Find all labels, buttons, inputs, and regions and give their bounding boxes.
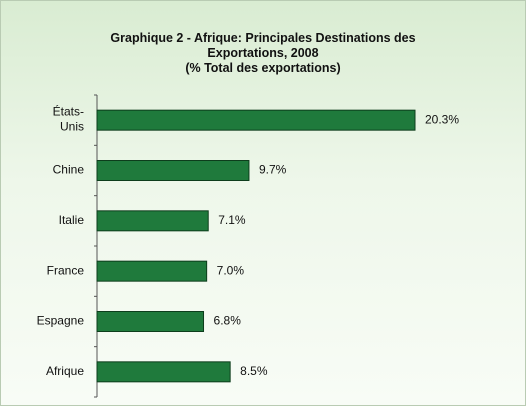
- y-tick-label: Afrique: [46, 364, 84, 378]
- bar: [96, 210, 209, 232]
- value-label: 20.3%: [425, 112, 459, 126]
- value-label: 7.0%: [217, 263, 245, 277]
- bar: [96, 361, 231, 383]
- y-tick-label: Italie: [59, 213, 85, 227]
- value-label: 9.7%: [259, 163, 287, 177]
- bar: [96, 160, 250, 181]
- y-tick-label: France: [47, 263, 85, 277]
- chart-subtitle: (% Total des exportations): [185, 61, 341, 75]
- chart-title: Graphique 2 - Afrique: Principales Desti…: [110, 31, 416, 60]
- value-label: 7.1%: [218, 213, 246, 227]
- bar: [96, 109, 416, 131]
- bar: [96, 311, 205, 332]
- y-tick-label: Chine: [53, 163, 85, 177]
- value-label: 6.8%: [214, 314, 242, 328]
- value-label: 8.5%: [240, 364, 268, 378]
- bar: [96, 260, 208, 282]
- y-tick-label: États-Unis: [53, 104, 84, 134]
- y-tick-label: Espagne: [37, 314, 85, 328]
